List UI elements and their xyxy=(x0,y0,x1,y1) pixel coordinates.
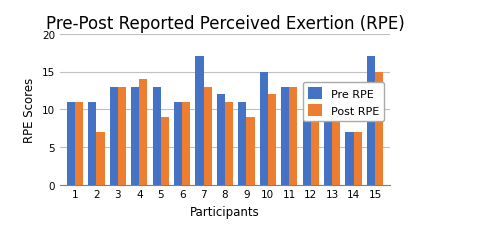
Bar xyxy=(140,80,147,185)
Bar xyxy=(96,132,104,185)
Bar xyxy=(152,87,160,185)
Bar xyxy=(332,102,340,185)
Bar xyxy=(131,87,140,185)
Bar xyxy=(302,102,310,185)
Bar xyxy=(118,87,126,185)
Bar xyxy=(160,117,169,185)
Bar xyxy=(367,57,375,185)
Bar xyxy=(67,102,75,185)
Bar xyxy=(375,72,383,185)
Bar xyxy=(290,87,298,185)
Bar xyxy=(110,87,118,185)
Bar xyxy=(310,117,319,185)
Legend: Pre RPE, Post RPE: Pre RPE, Post RPE xyxy=(303,82,384,122)
Y-axis label: RPE Scores: RPE Scores xyxy=(24,77,36,142)
Title: Pre-Post Reported Perceived Exertion (RPE): Pre-Post Reported Perceived Exertion (RP… xyxy=(46,15,405,33)
Bar xyxy=(246,117,254,185)
Bar xyxy=(217,95,225,185)
Bar xyxy=(268,95,276,185)
Bar xyxy=(260,72,268,185)
Bar xyxy=(354,132,362,185)
Bar xyxy=(75,102,83,185)
Bar xyxy=(238,102,246,185)
X-axis label: Participants: Participants xyxy=(190,205,260,218)
Bar xyxy=(346,132,354,185)
Bar xyxy=(174,102,182,185)
Bar xyxy=(204,87,212,185)
Bar xyxy=(88,102,96,185)
Bar xyxy=(281,87,289,185)
Bar xyxy=(196,57,203,185)
Bar xyxy=(225,102,233,185)
Bar xyxy=(324,87,332,185)
Bar xyxy=(182,102,190,185)
